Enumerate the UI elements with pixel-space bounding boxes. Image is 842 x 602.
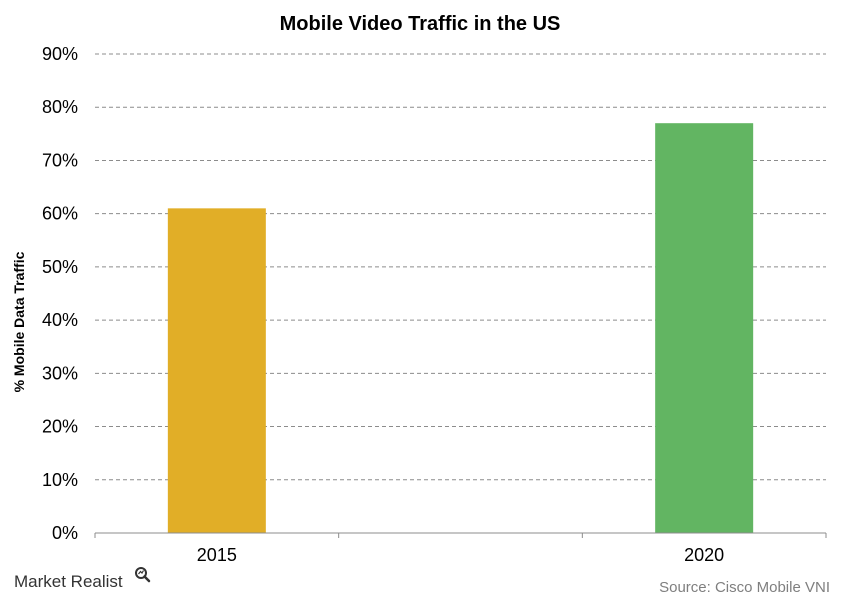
bar-2015 bbox=[167, 208, 266, 533]
x-tick-label: 2015 bbox=[197, 545, 237, 565]
magnifier-icon bbox=[135, 567, 151, 583]
y-tick-label: 80% bbox=[42, 97, 78, 117]
y-tick-label: 20% bbox=[42, 417, 78, 437]
axes bbox=[94, 532, 827, 538]
y-tick-label: 70% bbox=[42, 150, 78, 170]
y-tick-label: 90% bbox=[42, 44, 78, 64]
y-tick-label: 30% bbox=[42, 363, 78, 383]
bar-2020 bbox=[655, 123, 754, 533]
y-tick-label: 10% bbox=[42, 470, 78, 490]
bars bbox=[167, 123, 754, 533]
y-tick-labels: 0% 10% 20% 30% 40% 50% 60% 70% 80% 90% bbox=[42, 44, 78, 543]
y-tick-label: 50% bbox=[42, 257, 78, 277]
x-tick-label: 2020 bbox=[684, 545, 724, 565]
x-tick-labels: 2015 2020 bbox=[197, 545, 724, 565]
source-note: Source: Cisco Mobile VNI bbox=[659, 579, 830, 596]
brand-name: Market Realist bbox=[14, 572, 123, 591]
y-axis-label: % Mobile Data Traffic bbox=[11, 251, 27, 392]
y-tick-label: 0% bbox=[52, 523, 78, 543]
y-tick-label: 60% bbox=[42, 204, 78, 224]
y-tick-label: 40% bbox=[42, 310, 78, 330]
chart-title: Mobile Video Traffic in the US bbox=[280, 13, 561, 35]
brand-logo: Market Realist bbox=[14, 567, 151, 591]
